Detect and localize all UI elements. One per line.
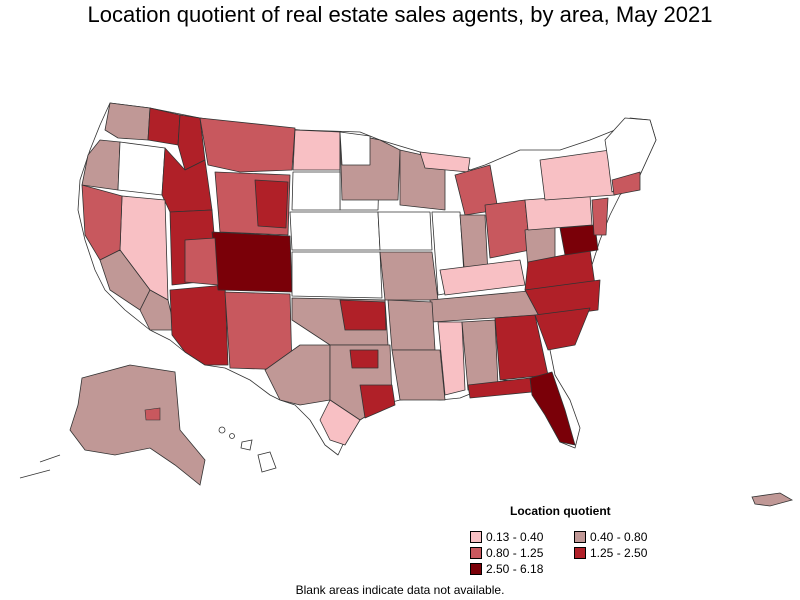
region-kentucky — [439, 259, 526, 296]
region-colorado-west — [184, 237, 219, 286]
region-wyoming-east — [254, 179, 289, 229]
region-iowa — [377, 211, 433, 251]
region-maryland-delaware — [559, 224, 599, 256]
region-texas-houston — [359, 384, 396, 419]
region-pennsylvania — [524, 194, 593, 231]
legend-item-2-50-6-18: 2.50 - 6.18 — [470, 562, 543, 576]
legend-item-0-80-1-25: 0.80 - 1.25 — [470, 546, 543, 560]
legend-label: 2.50 - 6.18 — [486, 562, 544, 576]
region-washington-west — [104, 102, 151, 141]
footnote: Blank areas indicate data not available. — [295, 583, 505, 597]
region-massachusetts — [611, 171, 641, 196]
region-puerto-rico — [751, 492, 794, 507]
map-title: Location quotient of real estate sales a… — [87, 2, 713, 27]
region-hawaii — [218, 426, 277, 473]
region-minnesota-north — [339, 131, 371, 166]
region-oregon-west — [81, 139, 121, 191]
region-washington-east — [147, 107, 181, 146]
legend-label: 0.40 - 0.80 — [590, 530, 648, 544]
region-oklahoma-center — [339, 299, 387, 331]
region-texas-coast — [319, 399, 361, 446]
region-new-england — [604, 117, 657, 193]
legend-swatch — [574, 531, 586, 543]
legend-title: Location quotient — [510, 504, 611, 518]
region-new-jersey — [591, 197, 609, 236]
legend-label: 0.13 - 0.40 — [486, 530, 544, 544]
region-north-carolina — [524, 279, 601, 319]
region-ohio — [484, 199, 531, 259]
region-florida — [529, 371, 576, 446]
legend-item-1-25-2-50: 1.25 - 2.50 — [574, 546, 647, 560]
region-alaska-islands — [19, 454, 61, 479]
legend-swatch — [470, 563, 482, 575]
region-kansas — [291, 251, 383, 299]
region-mississippi — [437, 321, 466, 396]
legend-swatch — [470, 547, 482, 559]
region-alaska-anchorage — [144, 407, 161, 421]
legend-item-0-13-0-40: 0.13 - 0.40 — [470, 530, 543, 544]
region-arizona — [169, 284, 229, 366]
region-texas-dallas — [349, 349, 379, 369]
region-arkansas — [387, 299, 436, 351]
legend-label: 1.25 - 2.50 — [590, 546, 648, 560]
legend-swatch — [574, 547, 586, 559]
region-alaska — [69, 364, 206, 486]
region-oregon-central — [117, 141, 166, 196]
legend-swatch — [470, 531, 482, 543]
region-north-dakota — [292, 129, 341, 171]
region-south-dakota — [291, 171, 341, 211]
legend-label: 0.80 - 1.25 — [486, 546, 544, 560]
region-nebraska — [289, 211, 381, 251]
region-alabama — [461, 319, 499, 391]
region-missouri — [379, 251, 439, 301]
region-colorado — [211, 231, 293, 293]
region-louisiana — [391, 349, 446, 401]
legend-item-0-40-0-80: 0.40 - 0.80 — [574, 530, 647, 544]
region-south-carolina — [534, 307, 591, 351]
region-montana — [199, 117, 296, 173]
